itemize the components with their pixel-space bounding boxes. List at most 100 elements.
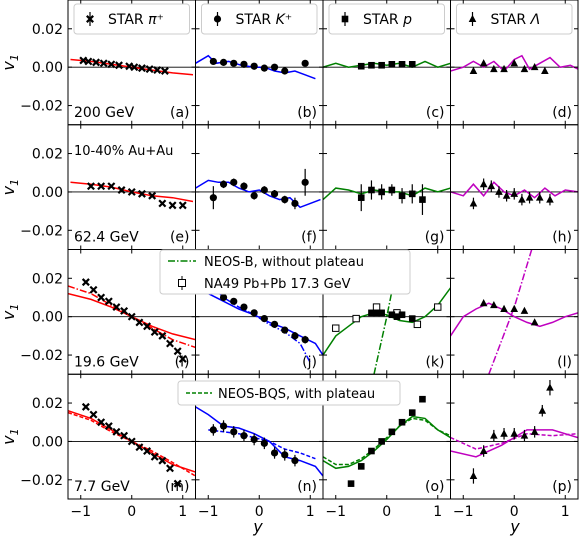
data-point xyxy=(219,422,228,430)
legend-particle-name: Λ xyxy=(530,12,541,28)
panel-plot-area xyxy=(68,278,196,363)
panel-label: (h) xyxy=(552,230,572,246)
panel-plot-area xyxy=(195,406,323,477)
y-tick-label: −0.02 xyxy=(20,348,63,364)
data-point xyxy=(388,186,396,194)
y-tick-label: −0.02 xyxy=(20,473,63,489)
energy-label: 200 GeV xyxy=(74,105,135,121)
data-point xyxy=(510,304,519,312)
data-point xyxy=(378,61,385,69)
data-point xyxy=(219,58,228,66)
data-point xyxy=(97,293,106,302)
data-point xyxy=(510,59,519,67)
data-point xyxy=(112,303,121,312)
data-point xyxy=(502,191,511,199)
data-point xyxy=(378,438,385,445)
data-point xyxy=(158,199,167,208)
na49-point xyxy=(332,324,340,332)
data-point xyxy=(479,299,488,307)
data-point xyxy=(89,285,98,294)
legend-particle-name: K⁺ xyxy=(276,12,293,28)
y-tick-label: −0.02 xyxy=(20,99,63,115)
data-point xyxy=(150,328,159,337)
y-axis-label: v1 xyxy=(0,179,21,195)
data-point xyxy=(107,182,116,191)
panel-label: (m) xyxy=(165,479,190,495)
data-point xyxy=(490,64,498,73)
data-point xyxy=(373,309,380,317)
data-point xyxy=(270,190,279,198)
data-point xyxy=(388,311,396,319)
panel-plot-area xyxy=(195,54,316,80)
data-point xyxy=(281,451,289,459)
legend-neos-b: NEOS-B, without plateau NA49 Pb+Pb 17.3 G… xyxy=(159,249,411,295)
model-curve-solid xyxy=(450,54,578,73)
data-point xyxy=(260,186,268,194)
data-point xyxy=(520,306,529,314)
legend-box xyxy=(201,3,318,35)
x-tick-label: 0 xyxy=(255,504,264,520)
data-point xyxy=(148,191,157,200)
data-point xyxy=(357,194,365,201)
y-tick-label: 0.02 xyxy=(32,271,63,287)
data-point xyxy=(270,449,279,457)
data-point xyxy=(143,447,152,455)
y-tick-label: 0.00 xyxy=(32,310,63,326)
model-curve-dashed xyxy=(323,417,451,466)
data-point xyxy=(291,457,299,465)
data-point xyxy=(520,431,529,439)
energy-label: 19.6 GeV xyxy=(74,354,139,370)
panel-plot-area xyxy=(450,54,578,75)
data-point xyxy=(130,63,139,72)
data-point xyxy=(135,318,144,327)
panel-l: (l) xyxy=(450,249,579,375)
data-point xyxy=(137,64,146,73)
panel-plot-area xyxy=(68,402,196,488)
data-point xyxy=(89,410,98,419)
legend-particle-name: p xyxy=(402,12,412,28)
data-point xyxy=(150,452,159,461)
legend-na49-label: NA49 Pb+Pb 17.3 GeV xyxy=(204,277,351,292)
legend-box xyxy=(177,380,401,406)
data-point xyxy=(104,297,113,306)
data-point xyxy=(479,180,488,188)
legend-neos-bqs: NEOS-BQS, with plateau xyxy=(177,380,401,406)
data-point xyxy=(518,195,526,203)
data-point xyxy=(158,331,167,340)
data-point xyxy=(127,312,136,321)
data-point xyxy=(250,435,258,444)
data-point xyxy=(260,439,268,447)
legend-neos-b-label: NEOS-B, without plateau xyxy=(204,255,364,270)
data-point xyxy=(357,62,365,70)
data-point xyxy=(535,193,544,201)
data-point xyxy=(209,57,217,66)
panel-k: (k) xyxy=(322,249,451,375)
data-point xyxy=(301,336,309,344)
data-point xyxy=(546,195,554,203)
data-point xyxy=(81,278,90,287)
legend-box xyxy=(159,249,411,295)
model-curve-solid xyxy=(323,287,451,356)
panel-g: (g) xyxy=(322,124,451,250)
model-curve-solid xyxy=(450,302,578,337)
y-tick-label: 0.00 xyxy=(32,60,63,76)
x-axis-label: y xyxy=(252,517,263,536)
panel-h: (h) xyxy=(450,124,579,250)
data-point xyxy=(546,383,554,391)
panel-e: −0.02 0.00 0.02 v1 (e) 62.4 GeV 10-40% Au+Au xyxy=(0,124,196,250)
model-curve-dashed xyxy=(68,411,196,477)
data-point xyxy=(120,431,129,440)
legend-prefix: STAR xyxy=(236,12,276,28)
legend-box xyxy=(456,3,573,35)
energy-label: 62.4 GeV xyxy=(74,230,139,246)
data-point xyxy=(127,187,136,196)
data-point xyxy=(525,193,534,201)
x-tick-label: 1 xyxy=(178,504,187,520)
panel-plot-area xyxy=(323,249,451,375)
data-point xyxy=(230,178,238,186)
panel-label: (e) xyxy=(170,230,190,246)
panel-d: (d) STAR Λ xyxy=(450,0,579,126)
model-curve-dashdot xyxy=(373,249,401,375)
data-point xyxy=(301,178,309,186)
